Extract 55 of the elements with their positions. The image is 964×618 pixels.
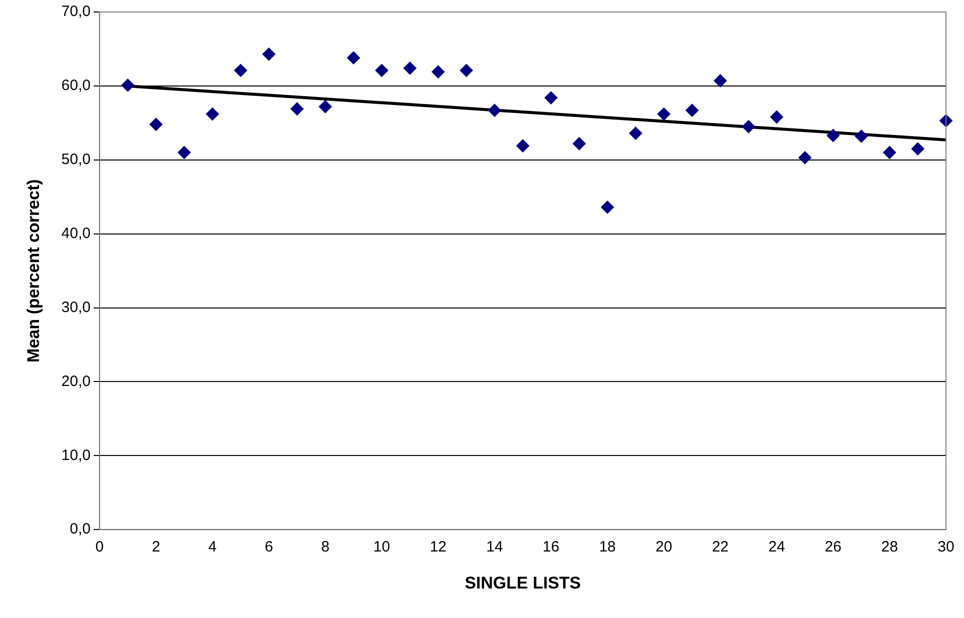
point: [488, 104, 502, 117]
point: [375, 64, 388, 77]
y-tick-label: 60,0: [61, 77, 91, 94]
point: [121, 78, 134, 92]
x-tick-label: 22: [712, 538, 729, 556]
x-tick-label: 8: [321, 538, 330, 556]
point: [262, 48, 276, 61]
x-tick-label: 6: [264, 538, 274, 556]
point: [150, 118, 163, 131]
point: [572, 137, 586, 150]
point: [460, 64, 473, 77]
x-tick-label: 10: [373, 538, 390, 556]
y-tick-label: 20,0: [61, 372, 91, 390]
y-tick-label: 40,0: [61, 224, 91, 242]
point: [178, 146, 191, 159]
point: [290, 102, 304, 116]
point: [714, 74, 727, 88]
point: [657, 108, 670, 121]
point: [544, 91, 558, 104]
x-tick-label: 18: [599, 538, 616, 556]
y-tick-label: 30,0: [61, 298, 91, 316]
y-tick-label: 70,0: [61, 3, 91, 20]
x-axis-title: SINGLE LISTS: [464, 573, 581, 592]
point: [234, 64, 248, 77]
x-tick-label: 12: [430, 538, 446, 556]
point: [686, 104, 699, 117]
point: [206, 108, 219, 121]
point: [883, 146, 896, 159]
x-tick-label: 16: [542, 538, 560, 556]
x-tick-label: 24: [768, 538, 786, 556]
point: [911, 142, 924, 156]
point: [770, 110, 784, 124]
point: [516, 139, 530, 152]
x-tick-label: 26: [824, 538, 842, 556]
point: [432, 65, 445, 78]
x-tick-label: 14: [486, 538, 503, 556]
x-tick-label: 4: [208, 538, 217, 556]
x-tick-label: 28: [881, 538, 898, 556]
point: [629, 126, 642, 140]
point: [600, 200, 614, 214]
x-tick-label: 2: [152, 538, 160, 556]
point: [798, 151, 812, 164]
point: [318, 100, 332, 114]
y-tick-label: 50,0: [61, 151, 91, 168]
point: [742, 120, 756, 134]
y-tick-label: 0,0: [70, 520, 91, 538]
x-tick-label: 0: [95, 538, 104, 556]
x-tick-label: 20: [656, 538, 672, 556]
y-tick-label: 10,0: [61, 446, 91, 464]
point: [403, 62, 416, 75]
point: [854, 130, 868, 143]
x-tick-label: 30: [938, 538, 954, 556]
point: [347, 51, 360, 64]
point: [826, 128, 840, 142]
y-axis-title: Mean (percent correct): [24, 179, 43, 362]
